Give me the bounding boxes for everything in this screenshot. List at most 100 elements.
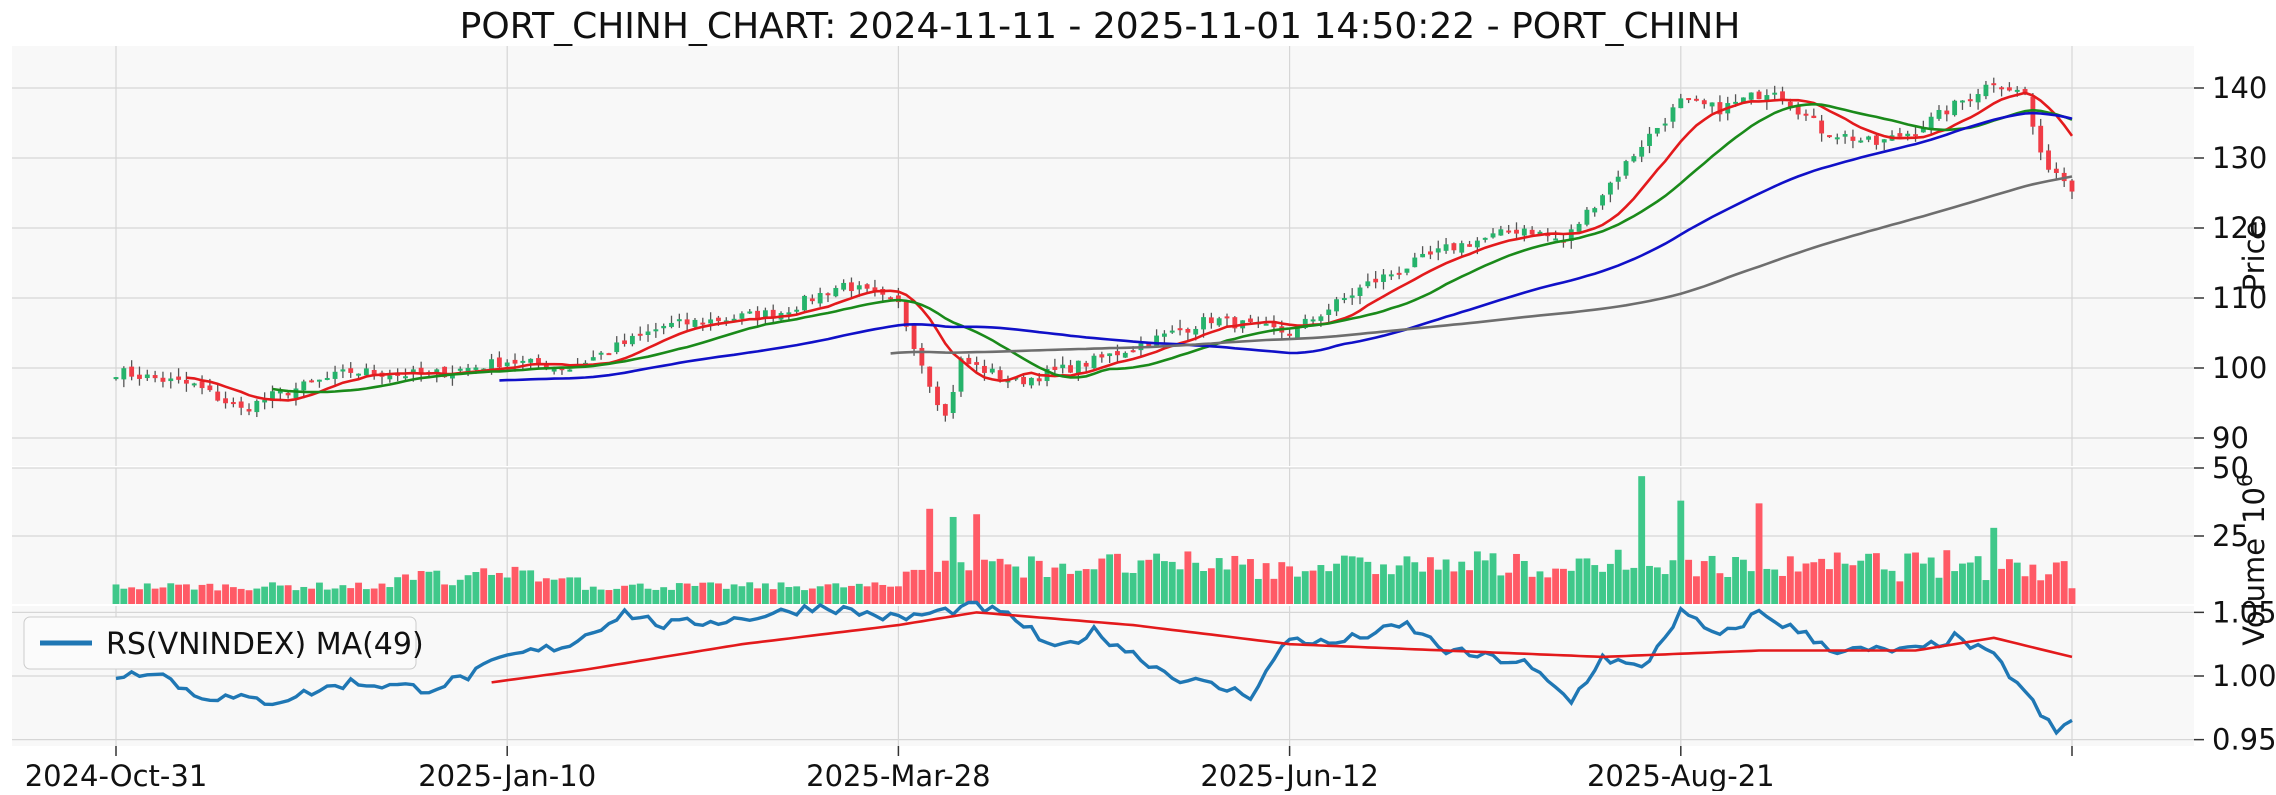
candle-body bbox=[1827, 135, 1832, 137]
volume-bar bbox=[1732, 557, 1739, 604]
volume-bar bbox=[214, 590, 221, 604]
volume-bar bbox=[590, 587, 597, 604]
candle-body bbox=[1780, 91, 1785, 99]
volume-bar bbox=[1795, 571, 1802, 604]
x-tick-label: 2025-Mar-28 bbox=[806, 759, 991, 791]
candle-body bbox=[192, 383, 197, 385]
candle-body bbox=[1084, 363, 1089, 367]
candle-body bbox=[833, 288, 838, 296]
candle-body bbox=[1686, 98, 1691, 100]
volume-bar bbox=[441, 584, 448, 604]
volume-bar bbox=[848, 586, 855, 604]
candle-body bbox=[473, 367, 478, 369]
candle-body bbox=[1811, 116, 1816, 118]
candle-body bbox=[1209, 317, 1214, 323]
candle-body bbox=[1678, 98, 1683, 108]
candle-body bbox=[207, 386, 212, 391]
volume-bar bbox=[1873, 553, 1880, 604]
candle-body bbox=[2038, 126, 2043, 153]
volume-bar bbox=[1537, 571, 1544, 604]
candle-body bbox=[1835, 137, 1840, 139]
volume-bar bbox=[1896, 581, 1903, 604]
volume-bar bbox=[2053, 562, 2060, 604]
candle-body bbox=[1459, 243, 1464, 252]
candle-body bbox=[528, 359, 533, 363]
volume-bar bbox=[1138, 560, 1145, 604]
volume-bar bbox=[1615, 550, 1622, 604]
volume-bar bbox=[958, 562, 965, 604]
volume-bar bbox=[1036, 561, 1043, 604]
volume-bar bbox=[1466, 570, 1473, 604]
volume-bar bbox=[316, 583, 323, 604]
volume-bar bbox=[598, 590, 605, 604]
volume-bar bbox=[1130, 573, 1137, 604]
candle-body bbox=[1342, 298, 1347, 300]
candle-body bbox=[1123, 353, 1128, 358]
volume-bar bbox=[2029, 565, 2036, 604]
volume-bar bbox=[613, 589, 620, 604]
volume-bar bbox=[144, 583, 151, 604]
candle-body bbox=[669, 323, 674, 327]
price-panel: 90 100 110 120 130 140 Price bbox=[12, 46, 2271, 466]
candle-body bbox=[888, 297, 893, 299]
volume-bar bbox=[1568, 571, 1575, 604]
candle-body bbox=[1772, 93, 1777, 95]
candle-body bbox=[1389, 274, 1394, 276]
volume-bar bbox=[1630, 568, 1637, 604]
volume-bar bbox=[1427, 557, 1434, 604]
candle-body bbox=[1092, 356, 1097, 368]
candle-body bbox=[1671, 107, 1676, 121]
candle-body bbox=[2007, 87, 2012, 90]
candle-body bbox=[1397, 273, 1402, 275]
rs-legend-label: RS(VNINDEX) MA(49) bbox=[106, 627, 424, 662]
volume-bar bbox=[1388, 574, 1395, 604]
volume-bar bbox=[1865, 554, 1872, 604]
candle-body bbox=[387, 376, 392, 380]
candle-body bbox=[2070, 181, 2075, 192]
candle-body bbox=[1029, 378, 1034, 385]
candle-body bbox=[513, 360, 518, 364]
volume-bar bbox=[1983, 580, 1990, 604]
candle-body bbox=[121, 368, 126, 379]
candle-body bbox=[849, 282, 854, 291]
volume-bar bbox=[1787, 556, 1794, 604]
volume-bar bbox=[605, 590, 612, 604]
volume-bar bbox=[1098, 559, 1105, 604]
volume-bar bbox=[1904, 554, 1911, 604]
candle-body bbox=[1882, 139, 1887, 142]
volume-bar bbox=[645, 589, 652, 604]
candle-body bbox=[1201, 317, 1206, 329]
candle-body bbox=[959, 358, 964, 391]
candle-body bbox=[1264, 324, 1269, 326]
candle-body bbox=[458, 369, 463, 371]
volume-bar bbox=[324, 590, 331, 604]
candle-body bbox=[176, 377, 181, 380]
volume-bar bbox=[2037, 580, 2044, 604]
candle-body bbox=[1225, 316, 1230, 318]
volume-bar bbox=[981, 560, 988, 604]
volume-bar bbox=[1294, 577, 1301, 604]
candle-body bbox=[239, 402, 244, 408]
volume-bar bbox=[1271, 579, 1278, 604]
volume-bar bbox=[1842, 564, 1849, 604]
candle-body bbox=[184, 380, 189, 384]
volume-bar bbox=[652, 590, 659, 604]
volume-bar bbox=[1591, 565, 1598, 604]
volume-bar bbox=[934, 572, 941, 604]
candle-body bbox=[606, 353, 611, 355]
volume-bar bbox=[1458, 562, 1465, 604]
price-tick-label: 130 bbox=[2212, 141, 2267, 175]
candle-body bbox=[802, 296, 807, 310]
volume-bar bbox=[1521, 561, 1528, 604]
candle-body bbox=[1624, 161, 1629, 176]
volume-bar bbox=[1928, 558, 1935, 604]
candle-body bbox=[1710, 102, 1715, 106]
volume-bar bbox=[488, 575, 495, 604]
volume-bar bbox=[426, 572, 433, 604]
candle-body bbox=[223, 398, 228, 403]
volume-bar bbox=[371, 589, 378, 604]
candle-body bbox=[1350, 295, 1355, 297]
volume-bar bbox=[785, 587, 792, 604]
volume-bar bbox=[1748, 571, 1755, 604]
